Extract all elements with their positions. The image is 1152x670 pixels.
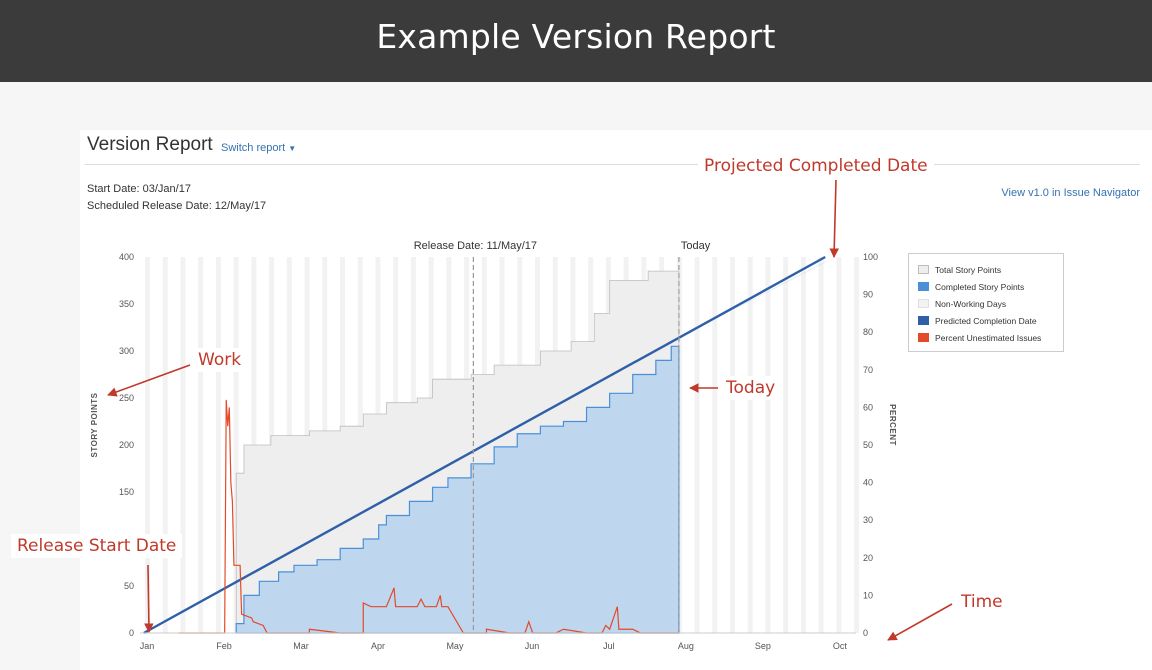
- header-divider: [85, 164, 1140, 165]
- x-tick-label: Feb: [216, 641, 232, 651]
- non-working-day-band: [800, 257, 806, 633]
- work-arrow: [107, 364, 191, 397]
- non-working-day-band: [694, 257, 700, 633]
- y-left-tick-label: 300: [119, 346, 134, 356]
- projected-date-arrow: [829, 179, 840, 258]
- legend-item-completed: Completed Story Points: [918, 280, 1024, 293]
- non-working-day-band: [818, 257, 824, 633]
- y-right-tick-label: 80: [863, 327, 873, 337]
- x-tick-label: Jan: [140, 641, 155, 651]
- page-title: Version Report: [87, 134, 213, 155]
- non-working-day-band: [215, 257, 221, 633]
- non-working-day-band: [765, 257, 771, 633]
- non-working-day-band: [747, 257, 753, 633]
- x-tick-label: Apr: [371, 641, 385, 651]
- non-working-day-band: [145, 257, 150, 633]
- series-predicted-completion-date: [143, 255, 826, 635]
- annotation-time: Time: [955, 590, 1009, 614]
- y-left-tick-label: 250: [119, 393, 134, 403]
- legend-swatch: [918, 299, 929, 308]
- legend-label: Total Story Points: [935, 264, 1002, 275]
- non-working-day-band: [198, 257, 204, 633]
- switch-report-label: Switch report: [221, 142, 286, 154]
- legend-label: Percent Unestimated Issues: [935, 332, 1042, 343]
- x-tick-label: Oct: [833, 641, 848, 651]
- y-left-tick-label: 200: [119, 440, 134, 450]
- legend-item-predicted: Predicted Completion Date: [918, 314, 1037, 327]
- y-right-tick-label: 30: [863, 515, 873, 525]
- y-right-tick-label: 90: [863, 290, 873, 300]
- y-right-tick-label: 60: [863, 402, 873, 412]
- y-left-axis-title: STORY POINTS: [90, 392, 99, 457]
- non-working-day-band: [730, 257, 735, 633]
- switch-report-dropdown[interactable]: Switch report ▼: [221, 142, 296, 154]
- x-tick-label: Mar: [293, 641, 309, 651]
- non-working-day-band: [233, 257, 239, 633]
- non-working-day-band: [180, 257, 186, 633]
- y-right-tick-label: 20: [863, 553, 873, 563]
- issue-navigator-link[interactable]: View v1.0 in Issue Navigator: [1001, 187, 1140, 199]
- annotation-release-start-date: Release Start Date: [11, 534, 183, 558]
- legend-item-total: Total Story Points: [918, 263, 1001, 276]
- legend-swatch: [918, 333, 929, 342]
- non-working-day-band: [162, 257, 168, 633]
- y-right-tick-label: 100: [863, 252, 878, 262]
- y-right-tick-label: 40: [863, 478, 873, 488]
- legend-swatch: [918, 265, 929, 274]
- legend-label: Predicted Completion Date: [935, 315, 1037, 326]
- x-tick-label: Aug: [678, 641, 694, 651]
- y-left-tick-label: 0: [129, 628, 134, 638]
- start-date: Start Date: 03/Jan/17: [87, 183, 191, 195]
- x-tick-label: Jul: [603, 641, 615, 651]
- legend-label: Completed Story Points: [935, 281, 1025, 292]
- y-right-axis-title: PERCENT: [888, 404, 897, 446]
- chevron-down-icon: ▼: [288, 144, 297, 153]
- x-tick-label: May: [446, 641, 464, 651]
- release-date-label: Release Date: 11/May/17: [414, 240, 537, 252]
- legend-item-unestimated: Percent Unestimated Issues: [918, 331, 1041, 344]
- legend-item-nonworking: Non-Working Days: [918, 297, 1006, 310]
- scheduled-release-date: Scheduled Release Date: 12/May/17: [87, 200, 267, 212]
- non-working-day-band: [783, 257, 789, 633]
- time-arrow: [887, 603, 953, 641]
- legend-label: Non-Working Days: [935, 298, 1007, 309]
- y-right-tick-label: 0: [863, 628, 868, 638]
- legend-swatch: [918, 316, 929, 325]
- release-start-arrow: [144, 564, 154, 633]
- x-tick-label: Sep: [755, 641, 771, 651]
- series-completed-story-points: [235, 345, 680, 634]
- today-label: Today: [681, 240, 711, 252]
- predicted-confidence-band: [678, 255, 840, 338]
- banner-title: Example Version Report: [376, 17, 776, 56]
- chart-legend: Total Story Points Completed Story Point…: [908, 253, 1064, 352]
- annotation-projected-completed-date: Projected Completed Date: [698, 154, 934, 178]
- title-banner: Example Version Report: [0, 0, 1152, 82]
- y-left-tick-label: 400: [119, 252, 134, 262]
- non-working-day-band: [836, 257, 842, 633]
- x-tick-label: Jun: [525, 641, 540, 651]
- y-left-tick-label: 50: [124, 581, 134, 591]
- legend-swatch: [918, 282, 929, 291]
- non-working-day-band: [854, 257, 860, 633]
- y-right-tick-label: 10: [863, 590, 873, 600]
- y-left-tick-label: 350: [119, 299, 134, 309]
- annotation-today: Today: [720, 376, 782, 400]
- annotation-work: Work: [192, 348, 248, 372]
- y-right-tick-label: 50: [863, 440, 873, 450]
- y-left-tick-label: 150: [119, 487, 134, 497]
- non-working-day-band: [712, 257, 718, 633]
- y-right-tick-label: 70: [863, 365, 873, 375]
